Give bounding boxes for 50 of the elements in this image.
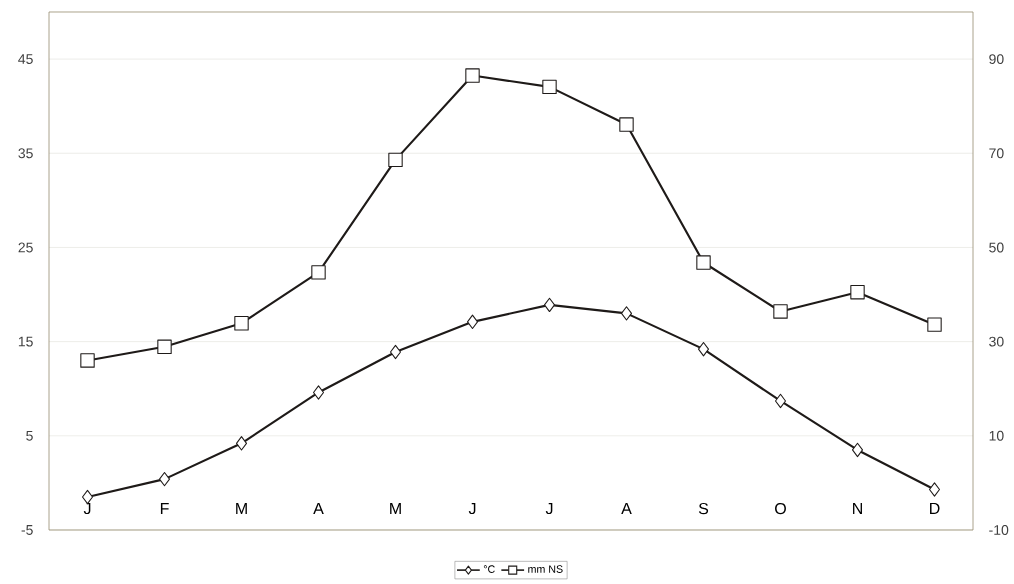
point	[620, 306, 633, 321]
point	[851, 442, 864, 458]
point	[542, 79, 557, 95]
x-tick-label: D	[930, 502, 940, 514]
point	[80, 353, 95, 368]
point	[465, 68, 480, 83]
point	[312, 385, 325, 400]
point	[543, 297, 556, 313]
y2-tick-label: -10	[989, 525, 1009, 535]
point	[389, 344, 402, 360]
y2-tick-label: 30	[989, 336, 1004, 347]
point	[619, 117, 634, 132]
y2-tick-label: 90	[989, 54, 1004, 65]
point	[466, 314, 479, 330]
y2-tick-label: 50	[989, 242, 1004, 253]
x-tick-label: J	[545, 502, 553, 515]
x-tick-label: F	[160, 502, 169, 514]
point	[696, 255, 711, 270]
x-tick-label: J	[468, 502, 476, 515]
point	[773, 304, 788, 319]
point	[311, 265, 326, 280]
point	[158, 471, 171, 487]
point	[927, 317, 942, 332]
x-tick-label: A	[313, 502, 324, 514]
x-tick-label: N	[853, 502, 862, 514]
point	[928, 482, 941, 497]
point	[235, 436, 248, 451]
y2-tick-label: 70	[989, 148, 1004, 159]
x-tick-label: A	[621, 502, 632, 514]
x-tick-label: M	[236, 502, 247, 514]
point	[774, 393, 787, 409]
y-tick-label: -5	[21, 525, 33, 535]
point	[388, 152, 403, 168]
legend-label: mm NS	[528, 565, 563, 573]
y-tick-label: 25	[18, 242, 33, 253]
x-tick-label: M	[390, 502, 401, 514]
y2-tick-label: 10	[989, 430, 1004, 441]
x-tick-label: O	[775, 502, 786, 515]
legend-label: °C	[483, 565, 495, 573]
y-tick-label: 15	[18, 336, 33, 347]
point	[81, 489, 94, 505]
point	[157, 339, 172, 355]
x-tick-label: J	[83, 502, 91, 515]
y-tick-label: 35	[18, 148, 33, 159]
point	[234, 316, 249, 331]
y-tick-label: 45	[18, 54, 33, 64]
point	[850, 284, 865, 300]
x-tick-label: S	[698, 502, 709, 515]
point	[697, 341, 710, 357]
y-tick-label: 5	[26, 430, 33, 441]
